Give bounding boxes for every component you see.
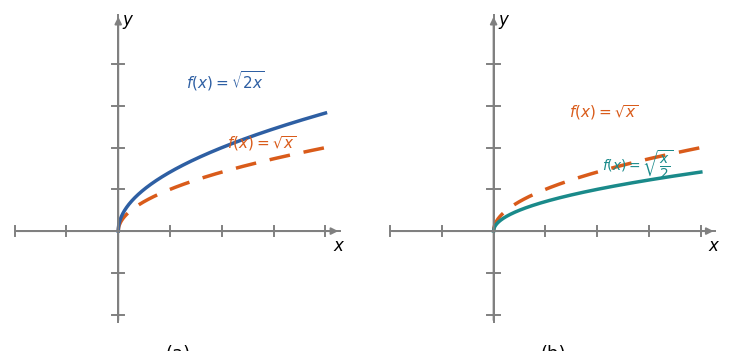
Text: $f(x) = \sqrt{x}$: $f(x) = \sqrt{x}$ xyxy=(569,103,638,121)
Text: y: y xyxy=(498,11,508,29)
Text: (a): (a) xyxy=(165,345,190,351)
Text: y: y xyxy=(123,11,132,29)
Text: x: x xyxy=(333,237,344,255)
Text: x: x xyxy=(709,237,719,255)
Text: $f(x) = \sqrt{\dfrac{x}{2}}$: $f(x) = \sqrt{\dfrac{x}{2}}$ xyxy=(602,148,674,181)
Text: $f(x) = \sqrt{2x}$: $f(x) = \sqrt{2x}$ xyxy=(186,69,265,93)
Text: $f(x) = \sqrt{x}$: $f(x) = \sqrt{x}$ xyxy=(227,134,297,153)
Text: (b): (b) xyxy=(540,345,566,351)
